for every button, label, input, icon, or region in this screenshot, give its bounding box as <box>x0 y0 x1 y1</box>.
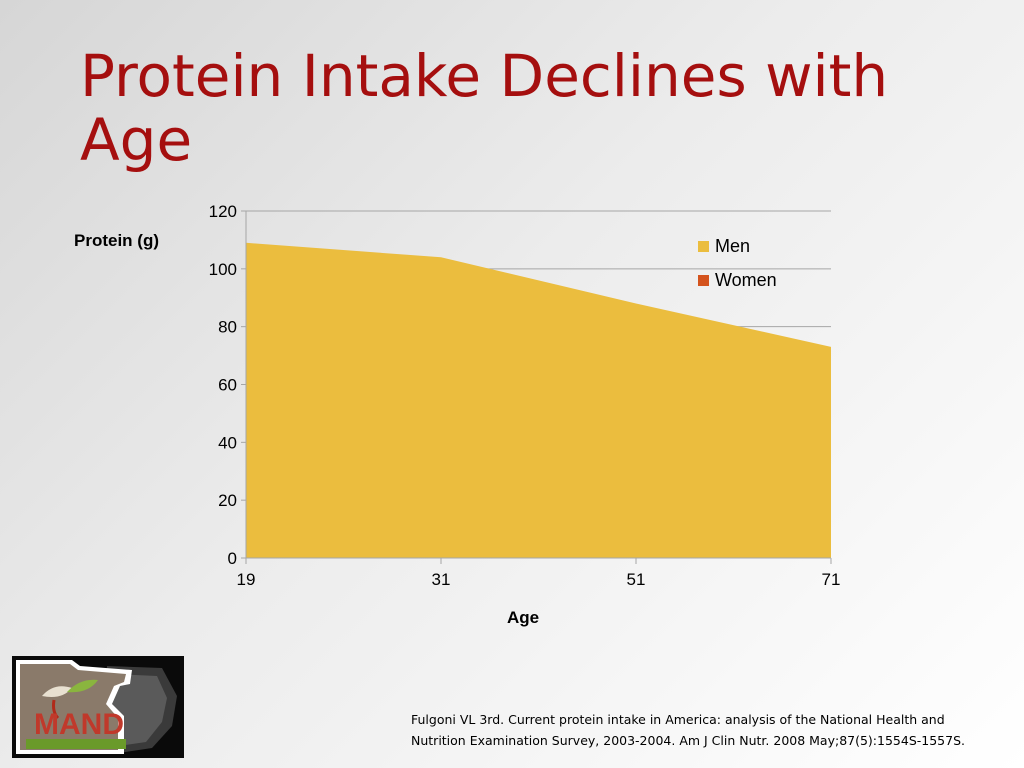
y-axis-label: Protein (g) <box>74 231 159 250</box>
logo-text: MAND <box>34 708 124 741</box>
y-tick-label: 40 <box>218 433 237 452</box>
legend-label-women: Women <box>715 270 777 290</box>
x-tick-label: 51 <box>627 570 646 589</box>
page-title: Protein Intake Declines with Age <box>80 42 889 174</box>
y-tick-label: 120 <box>209 202 237 221</box>
data-areas <box>246 242 831 558</box>
y-tick-label: 80 <box>218 318 237 337</box>
x-axis-label: Age <box>507 608 539 627</box>
y-tick-label: 20 <box>218 491 237 510</box>
legend: Men Women <box>698 236 777 290</box>
area-men <box>246 242 831 558</box>
y-tick-label: 0 <box>228 549 237 568</box>
legend-label-men: Men <box>715 236 750 256</box>
mand-logo: MAND <box>12 656 184 758</box>
x-tick-label: 31 <box>432 570 451 589</box>
legend-swatch-women <box>698 275 709 286</box>
x-tick-label: 19 <box>237 570 256 589</box>
y-tick-label: 60 <box>218 376 237 395</box>
y-tick-label: 100 <box>209 260 237 279</box>
protein-area-chart: 0 20 40 60 80 100 120 19 31 51 71 Men Women Protein… <box>74 202 841 627</box>
citation: Fulgoni VL 3rd. Current protein intake i… <box>411 712 965 748</box>
x-tick-label: 71 <box>822 570 841 589</box>
legend-swatch-men <box>698 241 709 252</box>
axes: 0 20 40 60 80 100 120 19 31 51 71 <box>209 202 841 589</box>
